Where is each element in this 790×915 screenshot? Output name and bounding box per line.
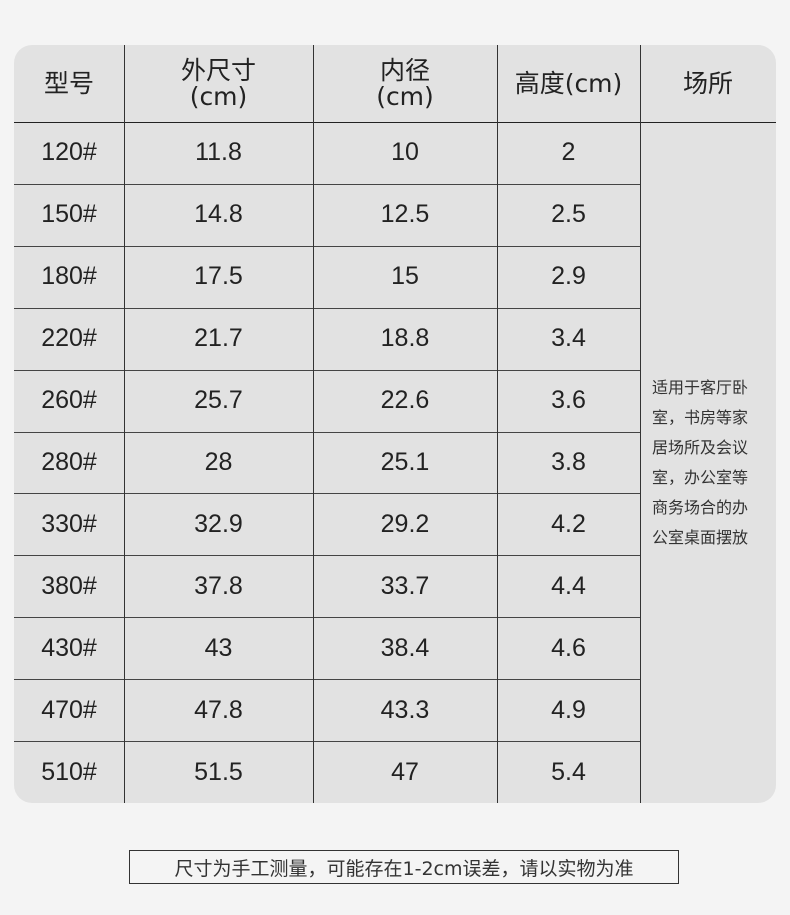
row-line bbox=[14, 617, 640, 619]
header-text: 高度(cm) bbox=[514, 68, 623, 98]
table-cell: 3.4 bbox=[551, 324, 586, 353]
table-cell: 220# bbox=[41, 324, 97, 353]
table-cell: 3.6 bbox=[551, 386, 586, 415]
header-text: (cm) bbox=[189, 81, 248, 111]
row-line bbox=[14, 183, 640, 185]
row-line bbox=[14, 307, 640, 309]
table-cell: 28 bbox=[204, 447, 233, 476]
header-line bbox=[14, 122, 776, 123]
note-line: 适用于客厅卧 bbox=[652, 377, 749, 397]
note-line: 公室桌面摆放 bbox=[652, 527, 749, 547]
header-text: 内径 bbox=[379, 55, 430, 85]
note-line: 商务场合的办 bbox=[652, 497, 749, 517]
table-cell: 29.2 bbox=[380, 509, 430, 538]
table-cell: 37.8 bbox=[194, 571, 243, 600]
table-cell: 17.5 bbox=[194, 262, 243, 291]
note-line: 室，书房等家 bbox=[652, 407, 749, 427]
table-cell: 21.7 bbox=[194, 324, 243, 353]
header-cell: 内径 (cm) bbox=[313, 45, 497, 122]
table-cell: 120# bbox=[41, 138, 97, 167]
table-cell: 4.6 bbox=[551, 633, 586, 662]
table-cell: 51.5 bbox=[194, 757, 243, 786]
row-line bbox=[14, 493, 640, 495]
row-line bbox=[14, 431, 640, 433]
row-line bbox=[14, 245, 640, 247]
table-cell: 2.9 bbox=[551, 262, 586, 291]
table-cell: 260# bbox=[41, 386, 97, 415]
table-cell: 10 bbox=[391, 138, 419, 167]
table-cell: 280# bbox=[41, 447, 97, 476]
table-cell: 25.1 bbox=[380, 447, 430, 476]
table-cell: 430# bbox=[41, 633, 97, 662]
table-cell: 11.8 bbox=[195, 138, 242, 167]
table-cell: 4.9 bbox=[551, 695, 586, 724]
table-cell: 510# bbox=[41, 757, 97, 786]
table-cell: 470# bbox=[41, 695, 97, 724]
table-cell: 180# bbox=[41, 262, 97, 291]
column-line bbox=[497, 45, 498, 803]
row-line bbox=[14, 741, 640, 743]
row-line bbox=[14, 679, 640, 681]
footer-note: 尺寸为手工测量，可能存在1-2cm误差，请以实物为准 bbox=[129, 850, 679, 884]
table-cell: 5.4 bbox=[551, 757, 586, 786]
header-cell: 型号 bbox=[14, 45, 124, 122]
table-cell: 43 bbox=[204, 633, 233, 662]
column-line bbox=[640, 45, 641, 803]
header-cell: 场所 bbox=[640, 45, 776, 122]
table-cell: 43.3 bbox=[380, 695, 430, 724]
table-cell: 4.4 bbox=[551, 571, 586, 600]
column-line bbox=[313, 45, 314, 803]
table-cell: 2 bbox=[561, 138, 576, 167]
header-cell: 高度(cm) bbox=[497, 45, 640, 122]
row-line bbox=[14, 555, 640, 557]
table-cell: 330# bbox=[41, 509, 97, 538]
size-table: 型号 外尺寸 (cm) 内径 (cm) 高度(cm) 场所 120# 11.8 10 2 150# 14… bbox=[14, 45, 776, 803]
place-note: 适用于客厅卧 室，书房等家 居场所及会议 室，办公室等 商务场合的办 公室桌面摆放 bbox=[640, 122, 776, 803]
table-cell: 38.4 bbox=[380, 633, 430, 662]
header-text: (cm) bbox=[376, 81, 434, 111]
table-cell: 3.8 bbox=[551, 447, 586, 476]
table-cell: 12.5 bbox=[380, 200, 430, 229]
row-line bbox=[14, 369, 640, 371]
table-cell: 15 bbox=[391, 262, 419, 291]
note-line: 居场所及会议 bbox=[652, 437, 749, 457]
note-line: 室，办公室等 bbox=[652, 467, 749, 487]
table-cell: 47.8 bbox=[194, 695, 243, 724]
table-cell: 14.8 bbox=[194, 200, 243, 229]
header-cell: 外尺寸 (cm) bbox=[124, 45, 313, 122]
table-cell: 47 bbox=[391, 757, 419, 786]
table-cell: 4.2 bbox=[551, 509, 586, 538]
table-cell: 25.7 bbox=[194, 386, 243, 415]
table-cell: 33.7 bbox=[380, 571, 430, 600]
table-cell: 32.9 bbox=[194, 509, 243, 538]
table-cell: 2.5 bbox=[551, 200, 586, 229]
table-cell: 18.8 bbox=[380, 324, 430, 353]
table-cell: 150# bbox=[41, 200, 97, 229]
header-text: 场所 bbox=[682, 68, 733, 98]
table-cell: 380# bbox=[41, 571, 97, 600]
column-line bbox=[124, 45, 125, 803]
table-cell: 22.6 bbox=[380, 386, 430, 415]
header-text: 型号 bbox=[43, 68, 94, 98]
header-text: 外尺寸 bbox=[180, 55, 256, 85]
